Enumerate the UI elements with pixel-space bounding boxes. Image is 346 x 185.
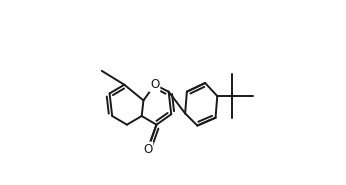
Text: O: O — [143, 142, 153, 156]
Text: O: O — [150, 78, 160, 91]
